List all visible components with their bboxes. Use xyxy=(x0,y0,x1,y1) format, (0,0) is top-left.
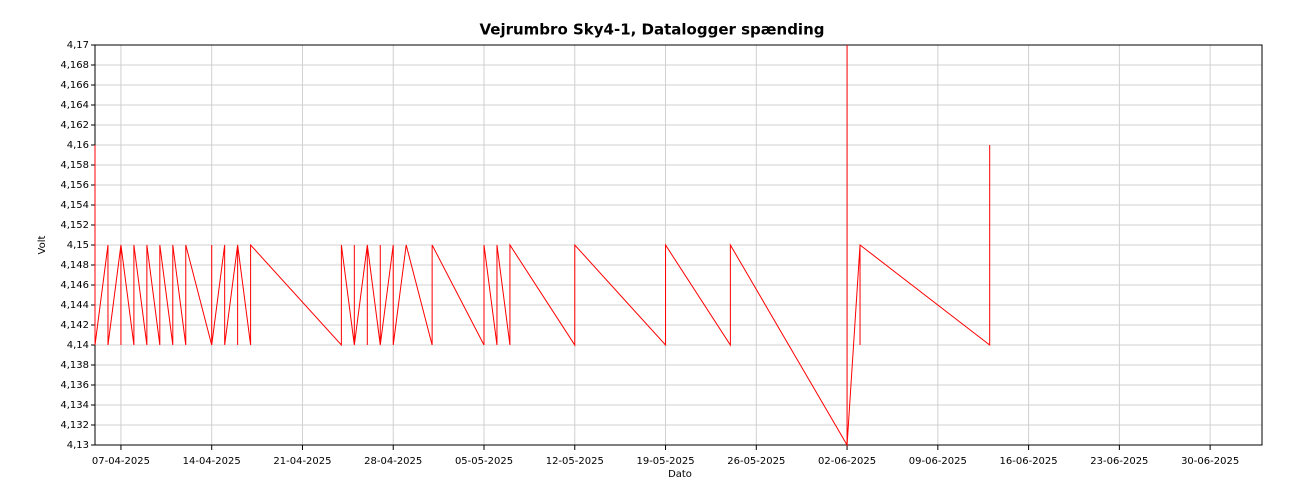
y-tick-label: 4,144 xyxy=(60,300,89,311)
x-tick-label: 23-06-2025 xyxy=(1090,456,1148,467)
x-tick-label: 30-06-2025 xyxy=(1181,456,1239,467)
y-tick-label: 4,156 xyxy=(60,180,89,191)
x-tick-label: 19-05-2025 xyxy=(636,456,694,467)
y-tick-label: 4,158 xyxy=(60,160,89,171)
y-tick-label: 4,16 xyxy=(67,140,89,151)
x-tick-label: 12-05-2025 xyxy=(546,456,604,467)
x-tick-label: 21-04-2025 xyxy=(273,456,331,467)
y-tick-label: 4,15 xyxy=(67,240,89,251)
x-axis-label: Dato xyxy=(668,469,692,480)
x-tick-label: 16-06-2025 xyxy=(1000,456,1058,467)
x-tick-label: 05-05-2025 xyxy=(455,456,513,467)
y-tick-label: 4,168 xyxy=(60,60,89,71)
y-tick-label: 4,166 xyxy=(60,80,89,91)
y-tick-label: 4,146 xyxy=(60,280,89,291)
y-tick-label: 4,148 xyxy=(60,260,89,271)
y-tick-label: 4,162 xyxy=(60,120,89,131)
x-tick-label: 07-04-2025 xyxy=(92,456,150,467)
y-tick-label: 4,136 xyxy=(60,380,89,391)
y-tick-label: 4,154 xyxy=(60,200,89,211)
y-tick-label: 4,152 xyxy=(60,220,89,231)
chart-title: Vejrumbro Sky4-1, Datalogger spænding xyxy=(480,21,825,39)
y-tick-label: 4,132 xyxy=(60,420,89,431)
y-tick-label: 4,164 xyxy=(60,100,89,111)
x-tick-label: 02-06-2025 xyxy=(818,456,876,467)
data-line xyxy=(94,45,991,447)
y-tick-label: 4,134 xyxy=(60,400,89,411)
x-tick-label: 26-05-2025 xyxy=(727,456,785,467)
y-tick-label: 4,138 xyxy=(60,360,89,371)
y-axis-label: Volt xyxy=(37,235,48,254)
x-tick-label: 09-06-2025 xyxy=(909,456,967,467)
x-tick-label: 28-04-2025 xyxy=(364,456,422,467)
y-tick-label: 4,14 xyxy=(67,340,89,351)
y-tick-label: 4,13 xyxy=(67,440,89,451)
x-tick-label: 14-04-2025 xyxy=(183,456,241,467)
y-tick-label: 4,17 xyxy=(67,40,89,51)
y-tick-label: 4,142 xyxy=(60,320,89,331)
